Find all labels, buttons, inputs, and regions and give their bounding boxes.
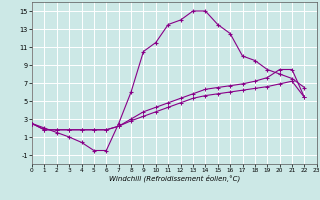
X-axis label: Windchill (Refroidissement éolien,°C): Windchill (Refroidissement éolien,°C)	[109, 175, 240, 182]
